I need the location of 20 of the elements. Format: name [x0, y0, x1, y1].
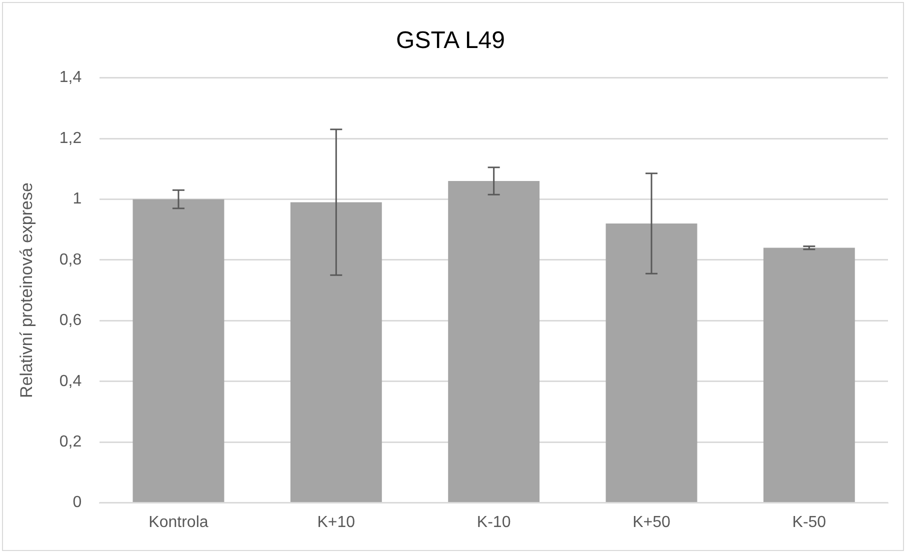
bar: [448, 181, 540, 502]
y-tick-label: 1,4: [59, 69, 82, 86]
y-tick-label: 0,2: [59, 433, 82, 450]
x-tick-label: Kontrola: [148, 514, 208, 531]
y-tick-label: 0: [72, 494, 82, 512]
bar: [132, 199, 224, 502]
x-tick-label: K+10: [317, 514, 356, 531]
bar: [763, 248, 855, 502]
bar: [606, 224, 698, 502]
bar: [290, 202, 382, 502]
chart-title: GSTA L49: [396, 27, 505, 54]
y-axis-title: Relativní proteinová exprese: [16, 182, 36, 398]
y-tick-label: 1,2: [59, 130, 82, 147]
x-tick-label: K-50: [792, 514, 826, 531]
y-tick-label: 1: [72, 190, 82, 208]
y-tick-label: 0,6: [59, 312, 82, 330]
x-tick-label: K+50: [632, 514, 670, 531]
y-tick-label: 0,4: [59, 372, 82, 390]
x-tick-label: K-10: [476, 514, 511, 531]
y-tick-label: 0,8: [59, 251, 82, 268]
